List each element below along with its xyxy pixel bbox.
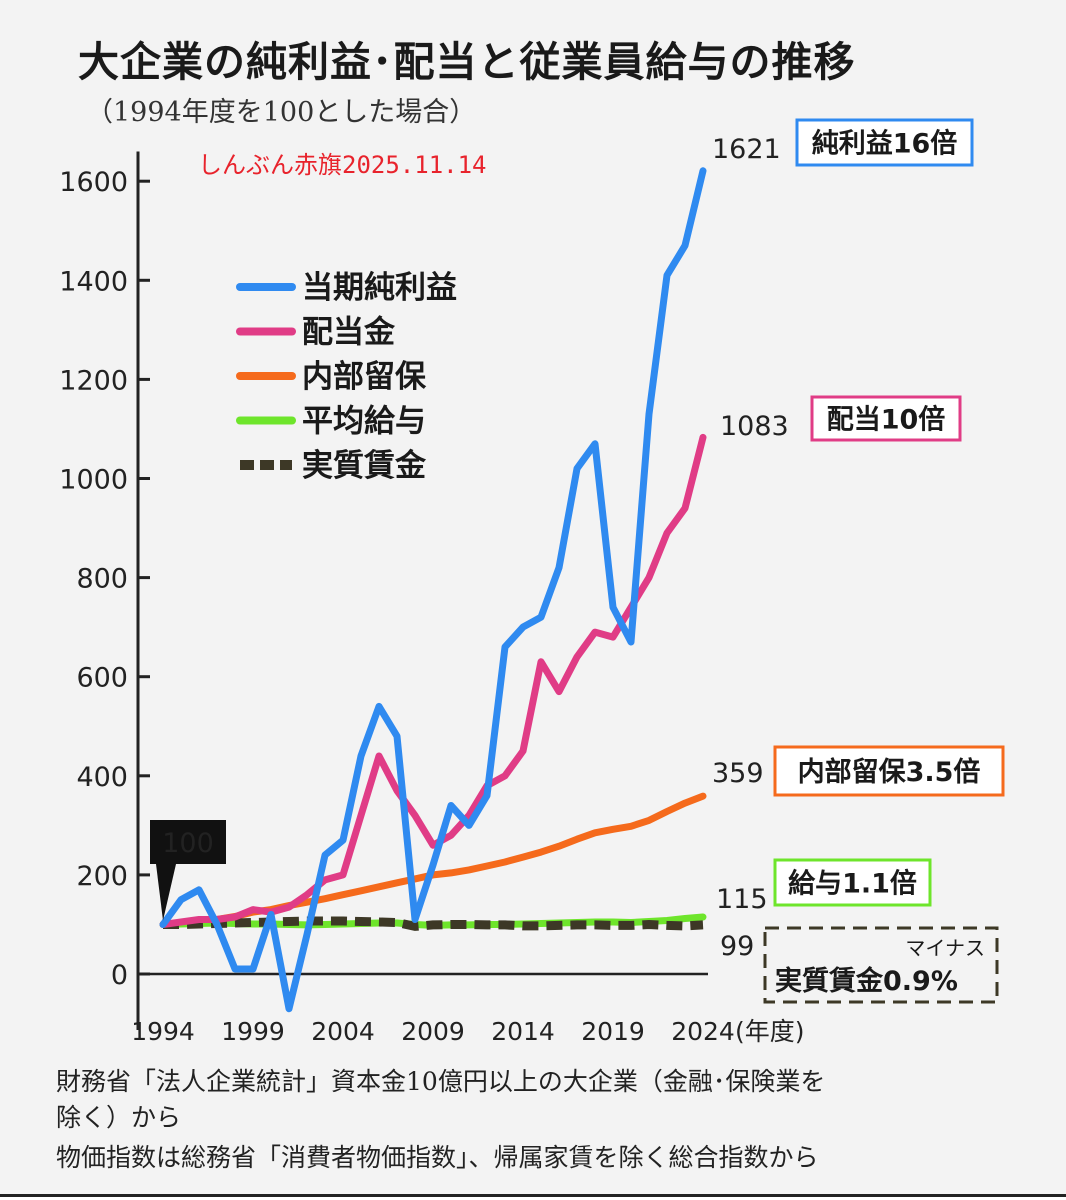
y-tick-label: 1600 [59,167,128,198]
legend-label-5: 実質賃金 [302,448,427,484]
y-tick-label: 1200 [59,365,128,396]
end-value-label-2: 1083 [720,411,789,442]
callout-box-1 [795,118,974,167]
series-layer [159,167,707,1013]
x-tick-label: 2009 [401,1017,465,1046]
series-line-5 [163,916,704,931]
end-value-label-5: 99 [720,931,754,962]
x-tick-label: 1999 [221,1017,285,1046]
x-tick-label: 2024 [671,1017,735,1046]
source-note-line-3: 物価指数は総務省「消費者物価指数」、帰属家賃を除く総合指数から [56,1143,819,1172]
y-tick-label: 1400 [59,266,128,297]
callout-label-5: 実質賃金0.9% [775,965,958,997]
callout-box-5 [763,926,999,1004]
source-note-line-1: 財務省「法人企業統計」資本金10億円以上の大企業（金融･保険業を [56,1067,826,1096]
base-callout-pointer [156,864,176,921]
y-tick-label: 800 [76,564,128,595]
y-tick-label: 1000 [59,465,128,496]
base-callout-box [150,820,226,864]
y-tick-label: 0 [111,960,128,991]
callout-prefix-label: マイナス [905,936,985,960]
bottom-rule [0,1194,1066,1197]
series-line-1 [159,167,707,1013]
legend-label-4: 平均給与 [302,404,426,440]
base-callout-label: 100 [162,828,214,859]
callout-label-1: 純利益16倍 [812,128,958,160]
annotations: 100 1621 純利益16倍 1083 配当10倍 359 内部留保3.5倍 115 給与1.… [150,118,1005,1004]
credit-label: しんぶん赤旗2025.11.14 [198,151,487,179]
x-axis-unit-label: (年度) [735,1017,805,1046]
end-value-label-4: 115 [716,884,768,915]
legend-label-1: 当期純利益 [302,270,457,306]
y-tick-label: 200 [76,861,128,892]
callout-box-2 [810,395,962,442]
end-value-label-1: 1621 [712,134,781,165]
callout-label-3: 内部留保3.5倍 [798,756,981,788]
y-tick-label: 600 [76,663,128,694]
x-tick-label: 2019 [581,1017,645,1046]
callout-box-4 [773,858,932,907]
chart-title: 大企業の純利益･配当と従業員給与の推移 [78,38,856,86]
end-value-label-3: 359 [712,758,764,789]
x-tick-label: 1994 [131,1017,195,1046]
callout-box-3 [773,745,1005,797]
axes: 0 200 400 600 800 1000 1200 1400 1600 1994 1999 200… [59,151,805,1046]
x-tick-label: 2014 [491,1017,555,1046]
series-line-2 [159,433,707,928]
callout-label-2: 配当10倍 [827,404,946,436]
callout-label-4: 給与1.1倍 [788,868,917,900]
legend-label-3: 内部留保 [302,359,427,395]
x-tick-label: 2004 [311,1017,375,1046]
legend-label-2: 配当金 [302,315,396,351]
chart-subtitle: （1994年度を100とした場合） [86,97,477,128]
y-tick-label: 400 [76,762,128,793]
source-note-line-2: 除く）から [56,1103,182,1132]
